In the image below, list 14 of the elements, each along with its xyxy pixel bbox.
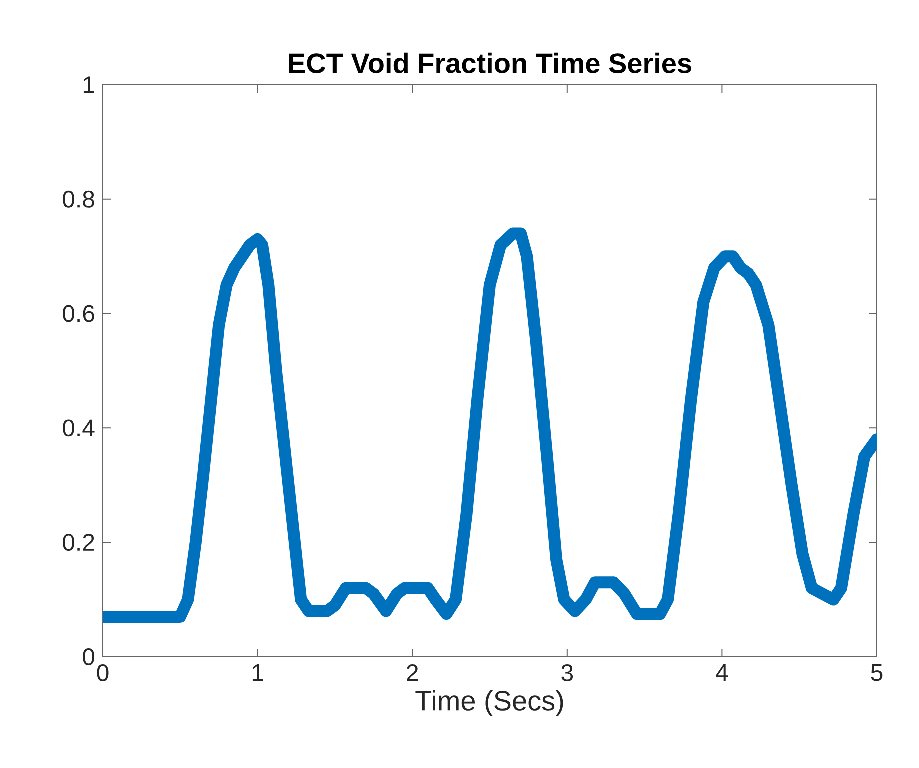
chart-title: ECT Void Fraction Time Series xyxy=(289,52,692,74)
y-tick-label: 0 xyxy=(83,648,95,666)
y-tick-label: 0.2 xyxy=(63,534,94,552)
y-tick-label: 0.8 xyxy=(63,190,94,208)
y-tick-label: 1 xyxy=(84,76,94,94)
y-tick-label: 0.4 xyxy=(63,420,95,437)
y-tick-label: 0.6 xyxy=(63,305,94,322)
x-tick-label: 5 xyxy=(871,664,883,682)
x-tick-label: 3 xyxy=(562,664,574,682)
x-tick-label: 0 xyxy=(97,664,109,682)
x-tick-label: 4 xyxy=(716,664,728,682)
x-tick-label: 1 xyxy=(252,664,264,682)
x-tick-label: 2 xyxy=(407,664,418,682)
x-axis-title: Time (Secs) xyxy=(416,690,564,716)
